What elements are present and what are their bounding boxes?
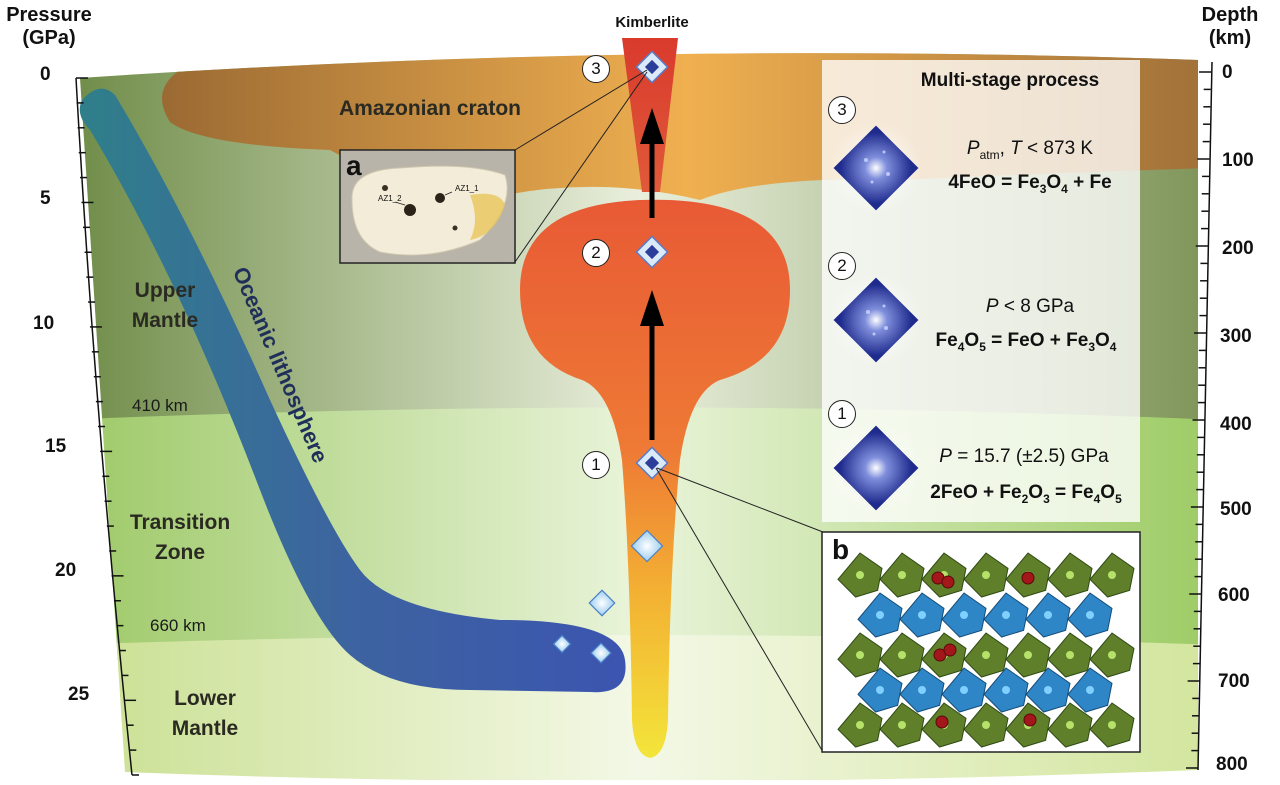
km-410-label: 410 km	[132, 396, 188, 415]
depth-tick-600: 600	[1218, 585, 1250, 606]
atom	[1002, 611, 1010, 619]
connector-lines	[514, 69, 824, 753]
diamond-growth-small	[552, 634, 572, 654]
panel-stage-3: 3	[828, 96, 856, 124]
stage-3-equation: 4FeO = Fe3O4 + Fe	[948, 172, 1112, 196]
atom	[1108, 571, 1116, 579]
kimberlite-label: Kimberlite	[615, 14, 689, 31]
atom	[876, 686, 884, 694]
inclusion-az1-2-label: AZ1_2	[378, 194, 402, 203]
stage-1-equation: 2FeO + Fe2O3 = Fe4O5	[930, 482, 1122, 506]
atom	[898, 721, 906, 729]
crystal-structure	[837, 552, 1135, 748]
atom	[856, 651, 864, 659]
pressure-tick-10: 10	[33, 313, 55, 334]
diamond-stage-2	[635, 235, 669, 269]
oxygen-atom	[943, 643, 957, 657]
atom	[898, 651, 906, 659]
oxygen-atom	[1023, 713, 1037, 727]
oxygen-atom	[935, 715, 949, 729]
inclusion-az1-2	[404, 204, 416, 216]
atom	[982, 571, 990, 579]
depth-tick-100: 100	[1222, 150, 1254, 171]
stage-marker-1: 1	[582, 451, 610, 479]
atom	[856, 571, 864, 579]
pressure-tick-0: 0	[40, 64, 51, 85]
depth-tick-300: 300	[1220, 326, 1252, 347]
atom	[1086, 686, 1094, 694]
diamond-growth-large	[630, 529, 664, 563]
atom	[1066, 571, 1074, 579]
depth-tick-200: 200	[1222, 238, 1254, 259]
atom	[1002, 686, 1010, 694]
stage-1-condition: P = 15.7 (±2.5) GPa	[939, 446, 1109, 467]
km-660-label: 660 km	[150, 616, 206, 635]
process-panel-title: Multi-stage process	[920, 70, 1100, 91]
atom	[1108, 721, 1116, 729]
inset-b-letter: b	[832, 534, 850, 565]
inclusion-az1-1	[435, 193, 445, 203]
diamond-stage-1	[635, 446, 669, 480]
atom	[960, 686, 968, 694]
diamond-icon-stage-2	[833, 277, 919, 363]
atom	[1066, 651, 1074, 659]
inclusion-az1-1-label: AZ1_1	[455, 184, 479, 193]
pressure-tick-5: 5	[40, 188, 51, 209]
stage-marker-3: 3	[582, 55, 610, 83]
depth-tick-0: 0	[1222, 62, 1233, 83]
stage-3-condition: Patm, T < 873 K	[966, 138, 1094, 162]
atom	[1066, 721, 1074, 729]
atom	[918, 686, 926, 694]
stage-2-condition: P < 8 GPa	[985, 296, 1075, 317]
atom	[918, 611, 926, 619]
stage-marker-2: 2	[582, 239, 610, 267]
oxygen-atom	[941, 575, 955, 589]
ascent-arrows	[640, 108, 664, 440]
diamond-growth-small-2	[590, 642, 612, 664]
upper-mantle-label: Upper Mantle	[131, 279, 199, 332]
atom	[1044, 611, 1052, 619]
diamond-icon-stage-1	[833, 425, 919, 511]
transition-zone-label: Transition Zone	[129, 511, 231, 564]
atom	[982, 651, 990, 659]
craton-label: Amazonian craton	[338, 97, 522, 120]
depth-tick-700: 700	[1218, 671, 1250, 692]
depth-tick-400: 400	[1220, 414, 1252, 435]
panel-diamonds	[830, 122, 922, 514]
lower-mantle-label: Lower Mantle	[171, 687, 239, 740]
atom	[1086, 611, 1094, 619]
diamond-stage-3	[635, 50, 669, 84]
atom	[856, 721, 864, 729]
stage-2-equation: Fe4O5 = FeO + Fe3O4	[935, 330, 1117, 354]
pressure-axis-title: Pressure (GPa)	[6, 4, 92, 49]
atom	[1108, 651, 1116, 659]
diamond-growth-medium	[588, 589, 616, 617]
oxygen-atom	[1021, 571, 1035, 585]
inset-b	[821, 531, 1141, 753]
pressure-tick-15: 15	[45, 436, 67, 457]
atom	[982, 721, 990, 729]
inset-a-letter: a	[346, 150, 362, 181]
depth-axis	[1186, 61, 1213, 771]
pressure-axis	[75, 77, 139, 776]
depth-tick-500: 500	[1220, 499, 1252, 520]
diamond-icon-stage-3	[833, 125, 919, 211]
mantle-plume	[520, 199, 790, 758]
atom	[1024, 651, 1032, 659]
pressure-tick-25: 25	[68, 684, 90, 705]
oceanic-lithosphere-slab	[79, 88, 626, 693]
depth-tick-800: 800	[1216, 754, 1248, 775]
depth-axis-title: Depth (km)	[1201, 4, 1259, 49]
atom	[960, 611, 968, 619]
panel-stage-2: 2	[828, 252, 856, 280]
panel-stage-1: 1	[828, 400, 856, 428]
diamond-markers	[552, 50, 669, 664]
atom	[1044, 686, 1052, 694]
inset-a	[339, 149, 516, 264]
atom	[876, 611, 884, 619]
pressure-tick-20: 20	[55, 560, 77, 581]
atom	[898, 571, 906, 579]
